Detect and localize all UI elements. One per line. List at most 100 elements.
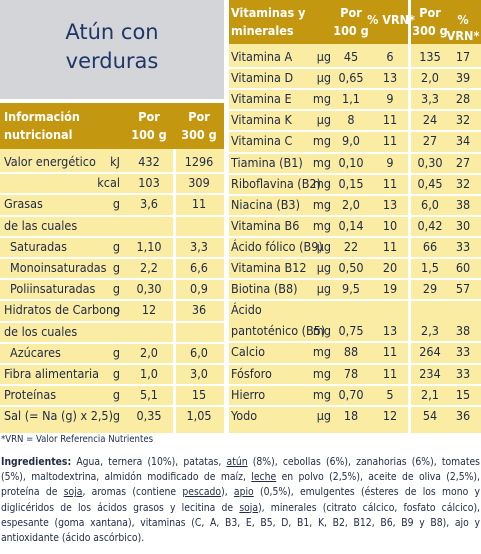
value-per-100g: 1,0 (140, 366, 158, 381)
nutrient-label: Poliinsaturadas (10, 281, 96, 297)
row-separator (0, 257, 224, 259)
ingredients-segment: ), minerales (citrato cálcico, fosfato c… (1, 501, 480, 545)
vitamin-unit: mg (312, 196, 331, 212)
row-separator (229, 172, 481, 175)
vitamin-unit: mg (312, 323, 331, 339)
vitamin-vrn-100g: 5 (386, 386, 394, 402)
vitamin-vrn-300g: 57 (455, 281, 471, 297)
value-per-100g: 2,0 (140, 344, 158, 360)
allergen-text: apio (233, 486, 254, 499)
vitamin-per-300g: 3,3 (421, 91, 439, 107)
value-per-300g: 0,9 (190, 281, 208, 297)
ingredients-segment: (8%), cebollas (6%), zanahorias (6%), to… (1, 456, 480, 484)
vitamin-label: Vitamina C (231, 133, 293, 149)
value-per-300g: 6,6 (190, 260, 208, 275)
allergen-text: soja (239, 501, 259, 514)
row-separator (229, 214, 481, 217)
vitamin-per-100g: 0,50 (338, 260, 364, 275)
row-separator (229, 151, 481, 154)
value-per-300g: 6,0 (190, 344, 208, 360)
vitamin-unit: mg (312, 344, 331, 360)
ingredients-segment: (0,5%), emulgentes (ésteres de los mono … (1, 486, 480, 514)
vitamin-per-300g: 29 (422, 281, 438, 297)
product-title-line-2: verduras (65, 49, 159, 73)
vitamin-vrn-300g: 17 (455, 49, 471, 64)
nutrient-label: Grasas (4, 196, 43, 212)
vitamin-vrn-100g: 11 (382, 175, 398, 191)
allergen-text: atún (226, 456, 248, 468)
row-separator (229, 257, 481, 259)
vitamin-per-300g: 0,30 (417, 154, 443, 170)
vitamin-label: Fósforo (231, 365, 272, 381)
nutrition-header-col2-line2: 300 g (181, 127, 217, 142)
value-per-300g: 1296 (184, 154, 214, 169)
vitamin-unit: µg (316, 281, 331, 297)
vitamin-label: Tiamina (B1) (231, 154, 303, 170)
vitamin-per-100g: 0,15 (338, 175, 364, 191)
nutrient-unit: kJ (110, 154, 120, 169)
row-separator (229, 404, 481, 407)
vitamin-vrn-300g: 36 (455, 407, 471, 423)
vitamin-per-100g: 2,0 (342, 196, 360, 212)
vitamin-unit: µg (316, 49, 331, 64)
vitamin-vrn-300g: 32 (455, 175, 471, 191)
vitamin-unit: mg (312, 365, 331, 381)
vitamin-per-300g: 0,42 (417, 217, 443, 233)
vitamin-unit: µg (316, 407, 331, 423)
nutrition-header-label-1: Información (4, 109, 80, 124)
vitamin-unit: mg (312, 386, 331, 402)
vitamin-vrn-300g: 38 (455, 196, 471, 212)
vitamins-table-header: Vitaminas y minerales Por 100 g % VRN* P… (229, 0, 481, 44)
vitamin-per-100g: 0,10 (338, 154, 364, 170)
nutrient-unit: g (112, 260, 120, 275)
vitamin-per-100g: 22 (343, 238, 359, 254)
vitamin-vrn-100g: 13 (382, 70, 398, 86)
vitamin-vrn-300g: 33 (455, 344, 471, 360)
row-separator (229, 67, 481, 70)
vitamin-vrn-100g: 13 (382, 323, 398, 339)
row-separator (229, 235, 481, 238)
nutrient-label: de los cuales (4, 323, 78, 339)
vitamin-unit: mg (312, 154, 331, 170)
vitamin-per-100g: 0,14 (338, 217, 364, 233)
product-title-line-1: Atún con (65, 20, 159, 44)
nutrition-header-col1-line2: 100 g (131, 127, 167, 142)
vitamin-label: Riboflavina (B2) (231, 175, 321, 191)
value-per-300g: 309 (188, 175, 210, 191)
row-separator (229, 130, 481, 133)
nutrient-unit: g (112, 366, 120, 381)
vitamin-unit: µg (316, 112, 331, 128)
vitamin-per-100g: 78 (343, 365, 359, 381)
vitamin-unit: µg (316, 238, 331, 254)
vitamin-label: Niacina (B3) (231, 196, 300, 212)
nutrient-unit: g (112, 302, 120, 318)
vitamin-per-100g: 88 (343, 344, 359, 360)
row-separator (0, 299, 224, 302)
vitamin-label: Vitamina B6 (231, 217, 300, 233)
value-per-100g: 3,6 (140, 196, 158, 212)
allergen-text: pescado (182, 486, 222, 499)
row-separator (229, 341, 481, 344)
vitamin-per-300g: 234 (419, 365, 441, 381)
nutrient-label: Fibra alimentaria (4, 366, 99, 381)
vitamins-header-col1-line1: Por (340, 5, 362, 20)
row-separator (229, 193, 481, 196)
nutrient-label: Saturadas (10, 238, 67, 254)
vitamin-vrn-100g: 11 (382, 238, 398, 254)
nutrient-label: de las cuales (4, 217, 78, 233)
value-per-100g: 432 (138, 154, 160, 169)
ingredients-segment: ), (221, 486, 234, 499)
nutrition-table-header: Información nutricional Por 100 g Por 30… (0, 103, 224, 149)
vitamin-label: Vitamina D (231, 70, 294, 86)
nutrient-unit: g (112, 196, 120, 212)
row-separator (229, 362, 481, 365)
value-per-100g: 2,2 (140, 260, 158, 275)
vitamin-label: Hierro (231, 386, 266, 402)
nutrient-unit: g (112, 238, 120, 254)
vitamin-vrn-300g: 33 (455, 238, 471, 254)
vitamin-per-100g: 0,75 (338, 323, 364, 339)
nutrition-table: Información nutricional Por 100 g Por 30… (0, 103, 224, 433)
vitamin-vrn-100g: 11 (382, 344, 398, 360)
value-per-300g: 15 (191, 387, 207, 403)
vitamin-per-300g: 1,5 (421, 260, 439, 275)
